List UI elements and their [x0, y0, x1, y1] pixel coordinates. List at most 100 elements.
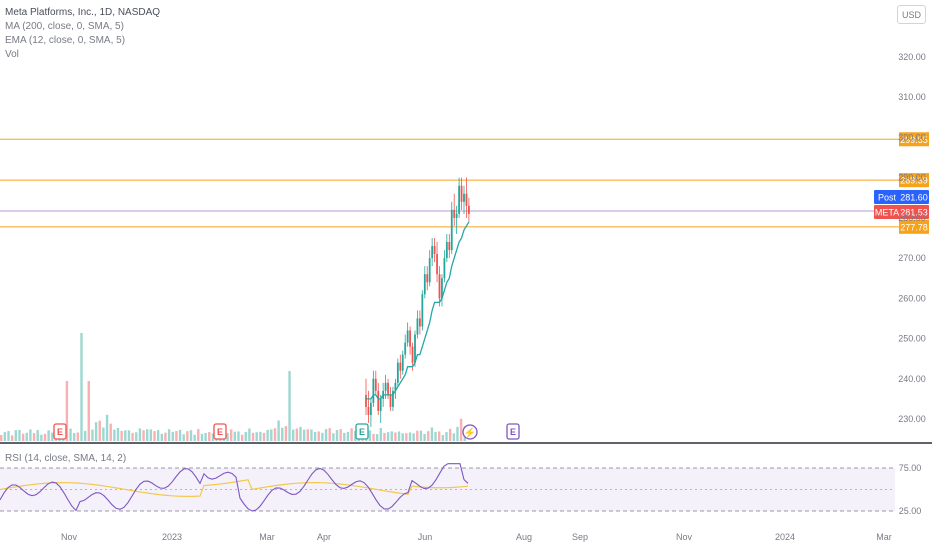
candle-body	[411, 346, 414, 363]
price-label-bg	[874, 190, 929, 204]
level-label-bg	[899, 132, 929, 147]
volume-bar	[423, 434, 426, 441]
legend-vol[interactable]: Vol	[5, 49, 19, 60]
rsi-ma-line	[0, 479, 469, 497]
rsi-line	[0, 463, 469, 512]
legend-symbol[interactable]: Meta Platforms, Inc., 1D, NASDAQ	[5, 7, 161, 18]
rsi-level-label: 25.00	[899, 506, 922, 516]
rsi-pane: 75.00 25.00	[0, 463, 921, 516]
currency-button[interactable]: USD	[897, 5, 926, 24]
volume-bar	[138, 428, 142, 441]
rsi-legend[interactable]: RSI (14, close, SMA, 14, 2)	[5, 453, 127, 464]
volume-bar	[127, 430, 131, 441]
volume-bar	[299, 426, 302, 441]
volume-bar	[412, 433, 415, 441]
candle-body	[404, 342, 407, 355]
volume-bar	[277, 420, 280, 441]
candle-body	[450, 209, 453, 251]
volume-bar	[372, 433, 375, 441]
dividend-marker	[462, 424, 478, 440]
volume-bar	[270, 429, 273, 441]
time-tick-label: 2023	[162, 532, 182, 542]
volume-bar	[408, 432, 412, 441]
volume-bar	[434, 431, 437, 441]
volume-bar	[441, 435, 445, 441]
volume-bar	[98, 420, 101, 441]
volume-bar	[266, 429, 269, 441]
earnings-marker	[53, 423, 67, 440]
volume-bar	[240, 434, 244, 441]
candle-body	[416, 318, 419, 335]
volume-bar	[255, 432, 258, 441]
candle-body	[370, 402, 372, 415]
volume-bar	[438, 431, 441, 441]
level-label: 289.39	[900, 176, 928, 186]
volume-bar	[416, 430, 419, 441]
volume-bar	[200, 433, 204, 441]
volume-bar	[244, 432, 247, 441]
candle-body	[372, 378, 375, 403]
candle-body	[438, 274, 441, 299]
volume-bar	[197, 429, 200, 441]
volume-bar	[73, 433, 76, 441]
volume-bar	[368, 430, 372, 441]
volume-bar	[375, 434, 379, 441]
volume-bar	[427, 431, 430, 441]
volume-bar	[153, 431, 156, 441]
volume-bar	[317, 431, 320, 441]
volume-bar	[292, 429, 295, 441]
candle-body	[460, 185, 463, 202]
volume-bar	[76, 432, 80, 441]
volume-bar	[113, 429, 116, 441]
candle-body	[377, 390, 380, 411]
volume-bar	[343, 432, 346, 441]
volume-bar	[248, 428, 251, 441]
volume-bar	[401, 433, 404, 441]
volume-bar	[302, 429, 306, 441]
volume-bar	[43, 433, 47, 441]
volume-bar	[160, 433, 163, 441]
candle-body	[448, 242, 451, 251]
candle-body	[458, 185, 460, 214]
volume-bar	[281, 427, 284, 441]
volume-bar	[36, 430, 39, 441]
volume-bar	[32, 433, 36, 441]
volume-bar	[171, 431, 174, 441]
volume-bar	[120, 430, 123, 441]
volume-bar	[445, 432, 448, 441]
earnings-marker-label: E	[359, 427, 365, 437]
volume-bar	[25, 432, 28, 441]
volume-bar	[397, 431, 401, 441]
volume-bar	[328, 428, 331, 441]
volume-bar	[456, 426, 459, 441]
volume-bar	[452, 433, 455, 441]
volume-bar	[390, 431, 393, 441]
price-tick-label: 290.00	[898, 173, 926, 183]
volume-bar	[91, 429, 94, 441]
volume-bar	[83, 430, 87, 441]
candle-body	[453, 209, 456, 218]
candle-body	[463, 193, 465, 202]
price-label-bg	[874, 205, 929, 219]
volume-bar	[102, 427, 105, 441]
candle-body	[441, 278, 443, 299]
volume-bar	[288, 371, 291, 441]
volume-bar	[47, 430, 50, 441]
event-markers: E E E E ⚡	[53, 423, 520, 440]
legend-ma[interactable]: MA (200, close, 0, SMA, 5)	[5, 21, 124, 32]
price-tick-label: 300.00	[898, 132, 926, 142]
volume-bar	[131, 432, 134, 441]
candle-body	[433, 246, 436, 255]
volume-bar	[10, 435, 14, 441]
candle-body	[365, 394, 367, 407]
legend-ema[interactable]: EMA (12, close, 0, SMA, 5)	[5, 35, 126, 46]
volume-bar	[40, 434, 43, 441]
volume-bar	[339, 429, 342, 441]
volume-bar	[146, 429, 149, 441]
volume-bar	[332, 433, 335, 441]
time-tick-label: Sep	[572, 532, 588, 542]
candle-body	[419, 318, 421, 327]
volume-bar	[87, 381, 90, 441]
volume-bar	[105, 414, 109, 441]
